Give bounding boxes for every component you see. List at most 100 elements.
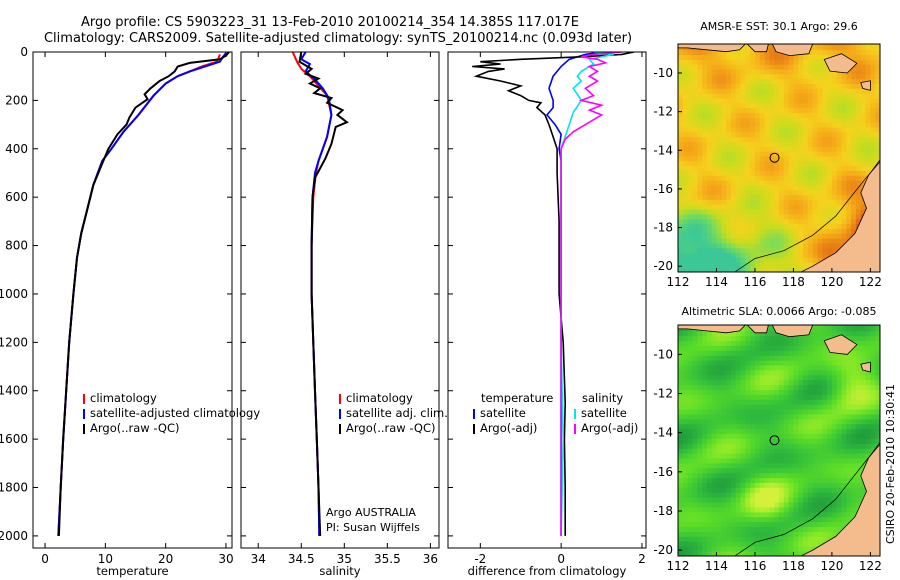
sla_map-cell — [779, 521, 785, 528]
sla_map-cell — [875, 384, 880, 390]
sla_map-cell — [836, 526, 842, 532]
sst_map-cell — [827, 107, 833, 113]
sla_map-cell — [687, 516, 693, 523]
sst_map-cell — [697, 247, 703, 254]
sla_map-cell — [817, 433, 823, 439]
sst_map-cell — [807, 83, 814, 89]
sla_map-cell — [774, 521, 780, 528]
sst_map-cell — [851, 228, 857, 234]
sst_map-cell — [841, 112, 847, 118]
sst_map-cell — [803, 117, 809, 123]
sla_map-cell — [817, 458, 823, 464]
sst_map-cell — [783, 170, 790, 176]
sst_map-cell — [793, 257, 799, 263]
sst_map-cell — [779, 243, 785, 249]
sst_map-cell — [836, 98, 842, 104]
sla_map-cell — [697, 414, 703, 420]
sla_map-cell — [855, 423, 862, 430]
sla_map-cell — [831, 482, 838, 488]
sla_map-cell — [851, 325, 857, 332]
sla_map-cell — [870, 443, 876, 449]
sla_map-cell — [745, 360, 751, 366]
sst_map-cell — [779, 64, 785, 70]
sst_map-cell — [774, 64, 780, 70]
sst_map-cell — [822, 209, 828, 215]
sst_map-cell — [807, 199, 814, 205]
sla_map-cell — [774, 531, 780, 537]
sst_map-cell — [769, 54, 775, 60]
sla_map-cell — [769, 472, 775, 479]
sst_map-cell — [721, 98, 727, 104]
sla_map-cell — [807, 404, 814, 410]
difference-xtick-label: 0 — [557, 552, 565, 566]
sst_map-cell — [846, 49, 852, 56]
sla_map-cell — [774, 453, 780, 459]
sst_map-cell — [855, 189, 862, 196]
sst_map-cell — [682, 252, 689, 258]
sla_map-cell — [745, 414, 751, 420]
sst_map-cell — [817, 175, 823, 181]
sla_map-cell — [692, 418, 698, 425]
sla_map-cell — [764, 335, 770, 342]
sla_map-cell — [783, 482, 790, 488]
sla_map-cell — [803, 467, 809, 474]
sla_map-cell — [855, 482, 862, 488]
sla_map-cell — [779, 511, 785, 518]
sla_map-cell — [682, 492, 689, 498]
sst_map-cell — [779, 69, 785, 75]
sla_map-cell — [851, 374, 857, 381]
sla_map-cell — [764, 453, 770, 459]
sst_map-cell — [860, 93, 866, 99]
sla_map-cell — [851, 477, 857, 483]
sla_map-cell — [851, 463, 857, 469]
sla_map-xtick-label: 122 — [859, 559, 882, 573]
sla_map-cell — [807, 330, 814, 337]
sst_map-cell — [807, 238, 814, 244]
sla_map-cell — [774, 335, 780, 342]
sla_map-cell — [687, 541, 693, 547]
sst_map-cell — [702, 262, 708, 268]
sst_map-cell — [817, 73, 823, 80]
sst_map-cell — [807, 112, 814, 118]
sst_map-cell — [798, 102, 804, 109]
sla_map-cell — [812, 374, 818, 381]
sst_map-cell — [846, 83, 852, 89]
sst_map-cell — [726, 247, 732, 254]
sst_map-cell — [726, 252, 732, 258]
difference-legend-header-sal: salinity — [582, 391, 623, 405]
sst_map-cell — [692, 64, 698, 70]
sst_map-cell — [812, 122, 818, 128]
sla_map-cell — [793, 384, 799, 390]
sla_map-cell — [726, 384, 732, 390]
sst_map-cell — [697, 228, 703, 234]
sla_map-cell — [798, 531, 804, 537]
sst_map-cell — [682, 131, 689, 138]
sla_map-cell — [726, 360, 732, 366]
sst_map-cell — [687, 131, 693, 138]
sla_map-cell — [851, 497, 857, 503]
sst_map-cell — [730, 151, 737, 157]
sst_map-cell — [807, 131, 814, 138]
sst_map-cell — [692, 88, 698, 94]
sla_map-cell — [846, 487, 852, 493]
sla_map-cell — [750, 511, 756, 518]
sla_map-cell — [682, 340, 689, 346]
sst_map-cell — [730, 146, 737, 152]
sst_map-cell — [730, 189, 737, 196]
sla_map-cell — [827, 404, 833, 410]
sst_map-cell — [860, 112, 866, 118]
sla_map-cell — [827, 458, 833, 464]
sla_map-cell — [735, 428, 741, 435]
sst_map-cell — [711, 141, 717, 147]
sst_map-cell — [687, 54, 693, 60]
sla_map-cell — [716, 531, 722, 537]
sla_map-cell — [803, 521, 809, 528]
sst_map-cell — [807, 151, 814, 157]
sla_map-cell — [721, 467, 727, 474]
sla_map-cell — [855, 414, 862, 420]
sst_map-cell — [793, 223, 799, 229]
sst_map-cell — [697, 131, 703, 138]
sst_map-cell — [750, 175, 756, 181]
sst_map-cell — [827, 141, 833, 147]
sst_map-cell — [745, 238, 751, 244]
